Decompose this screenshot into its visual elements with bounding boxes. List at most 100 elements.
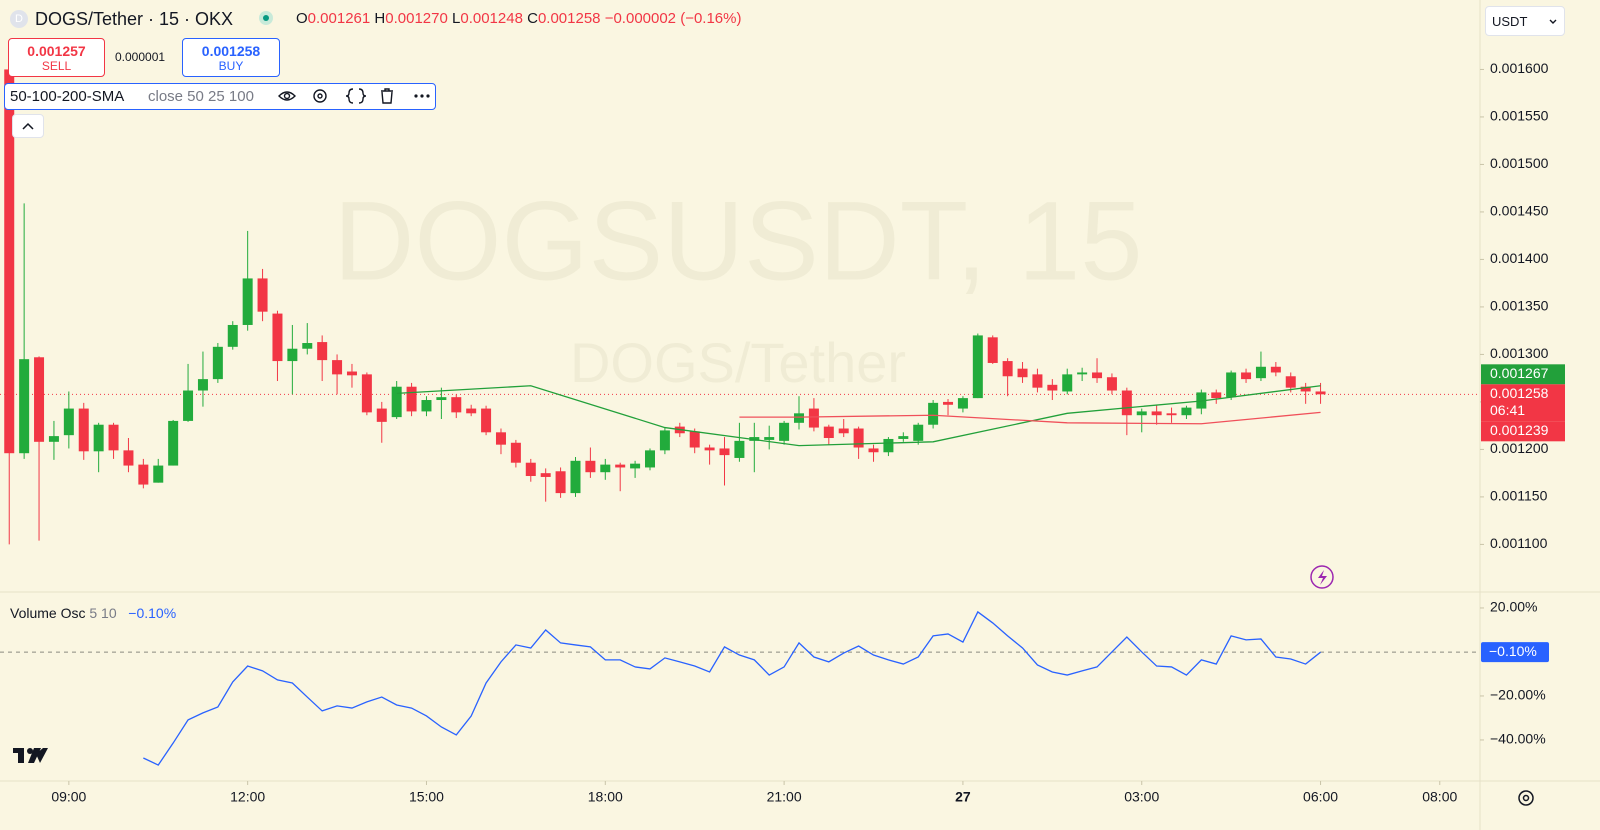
alert-icon[interactable] [1310,565,1334,589]
candle-body [78,408,89,452]
ohlc-key: O [296,10,308,27]
delete-icon[interactable] [381,88,393,104]
candle-body [376,408,387,422]
price-label: 0.001258 [1490,385,1549,401]
candle-body [585,460,596,473]
candle-body [1285,376,1296,388]
candle-body [1136,411,1147,416]
candle-body [779,422,790,441]
candle-body [719,448,730,456]
candle-body [510,442,521,463]
candle-body [123,450,134,466]
candle-body [153,465,164,483]
candle-body [138,464,149,485]
eye-icon[interactable] [278,91,296,101]
candle-body [1121,390,1132,416]
y-tick-label: 0.001450 [1490,203,1549,219]
price-label: 0.001239 [1490,422,1549,438]
y-tick-label: 0.001500 [1490,155,1549,171]
alert-bolt [1318,570,1327,585]
osc-value: −0.10% [128,605,177,621]
candle-body [451,397,462,413]
ohlc-key: L [452,10,461,27]
candle-body [1032,374,1043,388]
dropdown-arrow [1549,19,1557,24]
candle-body [466,408,477,414]
code-icon[interactable] [345,88,367,104]
candle-body [1062,374,1073,392]
candle-body [764,437,775,440]
x-tick-label: 18:00 [588,789,623,805]
settings-icon[interactable] [1518,790,1534,806]
ohlc-value: 0.001270 [385,10,448,27]
x-tick-label: 09:00 [51,789,86,805]
y-tick-label: 20.00% [1490,599,1537,615]
ohlc-value: 0.001248 [460,10,523,27]
indicator-icons [278,88,430,104]
candle-body [972,335,983,399]
candle-body [34,357,45,442]
candle-body [555,471,566,494]
indicator-name: 50-100-200-SMA [10,88,125,105]
candle-body [346,371,357,376]
osc-value-box [1481,642,1549,663]
ohlc-change: −0.000002 (−0.16%) [604,10,742,27]
currency-select[interactable]: USDT [1485,6,1565,36]
candle-body [868,448,879,453]
candle-body [1151,411,1162,416]
more-icon[interactable] [414,94,430,98]
buy-price: 0.001258 [201,43,261,59]
buy-label: BUY [218,59,244,73]
candle-body [525,462,536,477]
candle-body [734,440,745,458]
indicator-legend[interactable]: 50-100-200-SMA close 50 25 100 [4,83,436,110]
candle-body [93,424,104,452]
candle-body [168,420,179,466]
sma-line [396,385,1321,447]
buy-button[interactable]: 0.001258 BUY [182,38,280,77]
gear-icon[interactable] [313,89,327,103]
sell-label: SELL [41,59,72,73]
tv-logo [13,748,48,763]
candle-body [1077,372,1088,375]
candle-body [540,473,551,477]
x-tick-label: 15:00 [409,789,444,805]
candle-body [943,401,954,405]
candle-body [1092,372,1103,379]
candle-body [1315,391,1326,395]
osc-title: Volume Osc [10,605,86,621]
candle-body [317,342,328,361]
y-tick-label: 0.001200 [1490,440,1549,456]
candle-body [421,400,432,412]
x-tick-label: 06:00 [1303,789,1338,805]
osc-legend: Volume Osc 5 10 −0.10% [10,605,176,621]
candle-body [436,397,447,401]
price-label: 0.001267 [1490,365,1549,381]
candle-body [495,432,506,445]
ohlc-value: 0.001261 [307,10,371,27]
x-tick-label: 03:00 [1124,789,1159,805]
candle-body [823,426,834,439]
candle-body [48,436,59,442]
spread: 0.000001 [115,50,166,64]
price-label-box [1481,384,1565,422]
symbol-title[interactable]: DOGS/Tether · 15 · OKX [35,9,234,29]
candle-body [898,436,909,439]
candle-body [257,278,268,312]
candle-body [197,379,208,391]
sma-line [739,411,1321,425]
y-tick-label: −40.00% [1490,731,1546,747]
candle-body [183,390,194,421]
candle-body [1255,366,1266,379]
ohlc-legend: O0.001261 H0.001270 L0.001248 C0.001258 … [296,10,741,27]
x-tick-label: 12:00 [230,789,265,805]
sell-button[interactable]: 0.001257 SELL [8,38,105,77]
candle-body [1211,392,1222,399]
candle-body [302,343,313,349]
collapse-button[interactable] [12,114,44,138]
candle-body [332,360,343,375]
y-tick-label: 0.001550 [1490,108,1549,124]
y-tick-label: 0.001100 [1490,535,1548,551]
